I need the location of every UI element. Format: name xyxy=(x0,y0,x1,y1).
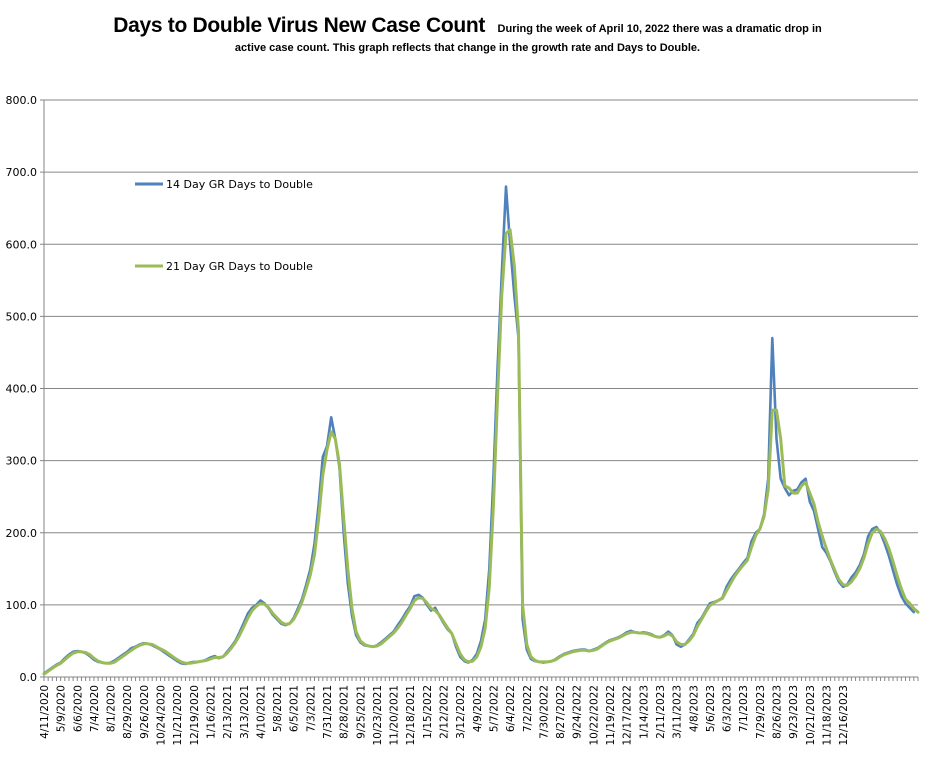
x-tick-label: 1/16/2021 xyxy=(205,685,217,739)
x-tick-label: 6/3/2023 xyxy=(722,685,734,732)
x-tick-label: 12/18/2021 xyxy=(405,685,417,746)
chart-subtitle-part2: active case count. This graph reflects t… xyxy=(234,42,701,54)
x-tick-label: 5/6/2023 xyxy=(705,685,717,732)
x-tick-label: 8/29/2020 xyxy=(122,685,134,739)
x-tick-label: 10/23/2021 xyxy=(372,685,384,746)
x-tick-label: 7/2/2022 xyxy=(522,685,534,732)
x-tick-label: 6/6/2020 xyxy=(72,685,84,732)
x-tick-label: 5/9/2020 xyxy=(56,685,68,732)
x-tick-label: 12/16/2023 xyxy=(838,685,850,746)
series-lines xyxy=(42,185,920,676)
x-tick-label: 9/24/2022 xyxy=(572,685,584,739)
x-tick-label: 7/4/2020 xyxy=(89,685,101,732)
x-tick-label: 11/21/2020 xyxy=(172,685,184,746)
x-tick-label: 8/26/2023 xyxy=(771,685,783,739)
x-tick-label: 8/28/2021 xyxy=(339,685,351,739)
x-tick-label: 5/7/2022 xyxy=(488,685,500,732)
x-tick-label: 8/1/2020 xyxy=(106,685,118,732)
x-tick-label: 10/22/2022 xyxy=(588,685,600,746)
x-tick-label: 7/31/2021 xyxy=(322,685,334,739)
x-tick-label: 10/24/2020 xyxy=(156,685,168,746)
y-tick-label: 700.0 xyxy=(6,166,38,179)
x-tick-label: 1/15/2022 xyxy=(422,685,434,739)
x-tick-label: 10/21/2023 xyxy=(805,685,817,746)
x-tick-label: 11/20/2021 xyxy=(389,685,401,746)
x-tick-label: 7/3/2021 xyxy=(305,685,317,732)
x-tick-label: 3/12/2022 xyxy=(455,685,467,739)
y-tick-label: 200.0 xyxy=(6,527,38,540)
x-tick-label: 3/11/2023 xyxy=(672,685,684,739)
y-tick-label: 500.0 xyxy=(6,310,38,323)
series-line-21-day xyxy=(42,228,920,676)
x-tick-label: 12/19/2020 xyxy=(189,685,201,746)
x-tick-label: 2/12/2022 xyxy=(439,685,451,739)
x-tick-label: 4/9/2022 xyxy=(472,685,484,732)
x-tick-label: 4/11/2020 xyxy=(39,685,51,739)
x-tick-label: 8/27/2022 xyxy=(555,685,567,739)
legend-label: 14 Day GR Days to Double xyxy=(166,178,313,191)
x-tick-label: 4/10/2021 xyxy=(255,685,267,739)
x-tick-label: 6/5/2021 xyxy=(289,685,301,732)
x-tick-label: 5/8/2021 xyxy=(272,685,284,732)
chart-title: Days to Double Virus New Case Count xyxy=(113,14,486,37)
x-tick-label: 9/23/2023 xyxy=(788,685,800,739)
x-tick-label: 11/19/2022 xyxy=(605,685,617,746)
x-tick-label: 6/4/2022 xyxy=(505,685,517,732)
y-axis: 0.0 100.0 200.0 300.0 400.0 500.0 600.0 700.0 80… xyxy=(6,94,45,684)
x-tick-label: 11/18/2023 xyxy=(821,685,833,746)
x-axis: 4/11/2020 5/9/2020 6/6/2020 7/4/2020 8/1/202… xyxy=(39,676,919,746)
y-tick-label: 400.0 xyxy=(6,383,38,396)
chart-subtitle-part1: During the week of April 10, 2022 there … xyxy=(497,23,822,35)
x-tick-label: 9/26/2020 xyxy=(139,685,151,739)
chart-title-block: Days to Double Virus New Case Count Duri… xyxy=(0,14,935,54)
gridlines xyxy=(44,99,918,606)
x-tick-label: 7/30/2022 xyxy=(538,685,550,739)
x-tick-label: 2/11/2023 xyxy=(655,685,667,739)
x-tick-label: 4/8/2023 xyxy=(688,685,700,732)
x-tick-label: 3/13/2021 xyxy=(239,685,251,739)
x-tick-label: 1/14/2023 xyxy=(638,685,650,739)
x-tick-label: 7/1/2023 xyxy=(738,685,750,732)
y-tick-label: 100.0 xyxy=(6,599,38,612)
legend-label: 21 Day GR Days to Double xyxy=(166,260,313,273)
title-line: Days to Double Virus New Case Count Duri… xyxy=(0,14,935,38)
x-tick-label: 12/17/2022 xyxy=(622,685,634,746)
y-tick-label: 0.0 xyxy=(20,671,38,684)
y-tick-label: 600.0 xyxy=(6,238,38,251)
x-tick-label: 7/29/2023 xyxy=(755,685,767,739)
x-tick-label: 2/13/2021 xyxy=(222,685,234,739)
legend: 14 Day GR Days to Double 21 Day GR Days t… xyxy=(135,178,313,273)
y-tick-label: 300.0 xyxy=(6,455,38,468)
x-tick-label: 9/25/2021 xyxy=(355,685,367,739)
y-tick-label: 800.0 xyxy=(6,94,38,107)
